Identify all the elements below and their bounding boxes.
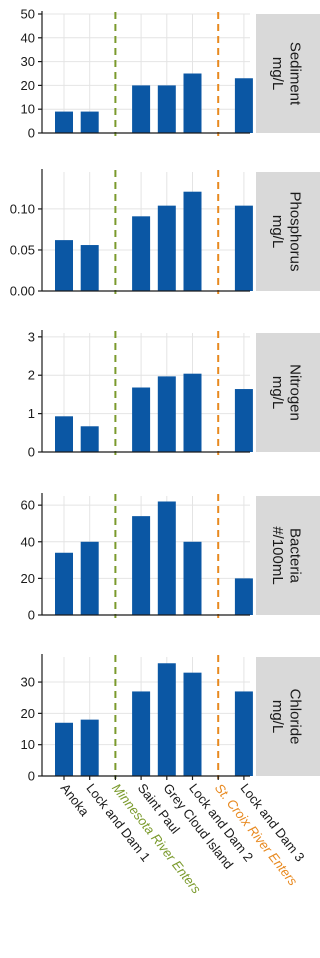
bar-lock-and-dam-2: [183, 191, 202, 291]
facet-strip: [256, 333, 320, 452]
facet-strip-line: Nitrogen: [286, 364, 303, 421]
facet-strip-line: Chloride: [286, 689, 303, 745]
y-tick-label: 1: [28, 406, 35, 421]
y-tick-label: 20: [21, 571, 35, 586]
bar-lock-and-dam-3: [234, 691, 253, 776]
bar-lock-and-dam-1: [80, 245, 99, 291]
panel-nitrogen: 0 1 2 3 Nitrogenmg/L: [28, 329, 320, 460]
y-tick-label: 10: [21, 737, 35, 752]
bar-anoka: [55, 240, 73, 291]
bar-saint-paul: [132, 387, 151, 452]
y-tick-label: 40: [21, 534, 35, 549]
facet-strip-line: mg/L: [269, 215, 286, 248]
y-tick-label: 0: [28, 769, 35, 784]
y-tick-label: 60: [21, 498, 35, 513]
bar-lock-and-dam-2: [183, 73, 202, 133]
y-tick-label: 30: [21, 675, 35, 690]
facet-strip: [256, 14, 320, 133]
y-tick-label: 0: [28, 126, 35, 141]
bar-lock-and-dam-1: [80, 719, 99, 776]
facet-strip: [256, 496, 320, 615]
facet-strip-label: Nitrogenmg/L: [269, 364, 303, 421]
bar-anoka: [55, 552, 73, 615]
bar-lock-and-dam-3: [234, 78, 253, 133]
y-tick-label: 0: [28, 608, 35, 623]
facet-strip-line: Bacteria: [286, 528, 303, 584]
y-tick-label: 0.05: [10, 242, 35, 257]
y-tick-label: 2: [28, 368, 35, 383]
y-tick-label: 0: [28, 445, 35, 460]
bar-grey-cloud-island: [157, 85, 176, 133]
y-tick-label: 10: [21, 102, 35, 117]
facet-strip: [256, 657, 320, 776]
bar-saint-paul: [132, 216, 151, 291]
facet-strip-label: Sedimentmg/L: [269, 42, 303, 106]
bar-lock-and-dam-2: [183, 373, 202, 452]
y-tick-label: 0.10: [10, 201, 35, 216]
bar-lock-and-dam-1: [80, 541, 99, 615]
y-tick-label: 40: [21, 30, 35, 45]
bar-grey-cloud-island: [157, 501, 176, 615]
panel-bacteria: 0 20 40 60 Bacteria#/100mL: [21, 493, 320, 623]
bar-anoka: [55, 722, 73, 776]
bar-grey-cloud-island: [157, 205, 176, 291]
facet-strip-line: #/100mL: [269, 526, 286, 584]
bar-lock-and-dam-3: [234, 578, 253, 615]
y-tick-label: 0.00: [10, 284, 35, 299]
panel-chloride: 0 10 20 30 Chloridemg/L: [21, 654, 320, 784]
facet-strip-label: Bacteria#/100mL: [269, 526, 303, 584]
bar-saint-paul: [132, 691, 151, 776]
facet-strip: [256, 172, 320, 291]
bar-lock-and-dam-2: [183, 541, 202, 615]
bar-lock-and-dam-1: [80, 111, 99, 133]
bar-grey-cloud-island: [157, 663, 176, 776]
facet-strip-label: Chloridemg/L: [269, 689, 303, 745]
bar-lock-and-dam-2: [183, 672, 202, 776]
bar-saint-paul: [132, 516, 151, 615]
facet-strip-line: Phosphorus: [286, 191, 303, 271]
facet-strip-line: Sediment: [286, 42, 303, 106]
facet-strip-line: mg/L: [269, 57, 286, 90]
facet-strip-line: mg/L: [269, 700, 286, 733]
panel-phosphorus: 0.00 0.05 0.10 Phosphorusmg/L: [10, 169, 320, 299]
facet-strip-line: mg/L: [269, 376, 286, 409]
bar-grey-cloud-island: [157, 376, 176, 452]
y-tick-label: 20: [21, 78, 35, 93]
y-tick-label: 3: [28, 329, 35, 344]
bar-anoka: [55, 416, 73, 452]
bar-anoka: [55, 111, 73, 133]
bar-saint-paul: [132, 85, 151, 133]
bar-lock-and-dam-3: [234, 205, 253, 291]
facet-strip-label: Phosphorusmg/L: [269, 191, 303, 271]
y-tick-label: 30: [21, 54, 35, 69]
panel-sediment: 0 10 20 30 40 50 Sedimentmg/L: [21, 7, 320, 141]
y-tick-label: 50: [21, 7, 35, 22]
bar-lock-and-dam-1: [80, 426, 99, 452]
y-tick-label: 20: [21, 706, 35, 721]
bar-lock-and-dam-3: [234, 389, 253, 452]
